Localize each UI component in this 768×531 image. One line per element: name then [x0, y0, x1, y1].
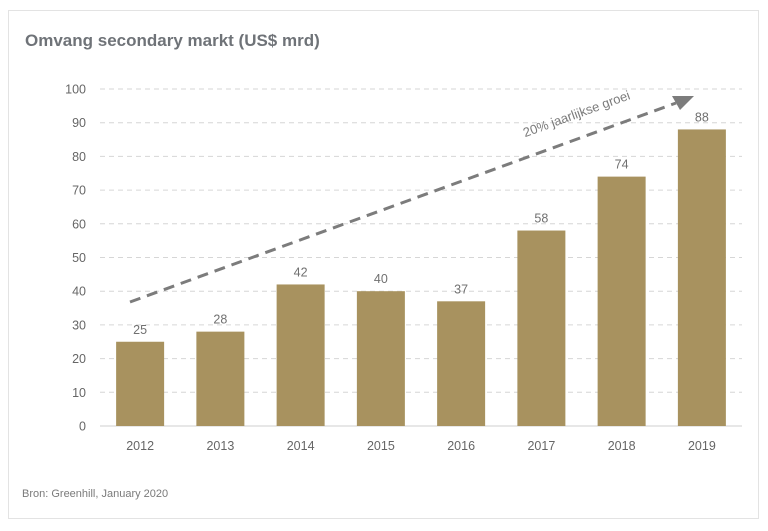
- y-tick-label: 90: [72, 116, 86, 130]
- data-label: 40: [374, 272, 388, 286]
- data-label: 25: [133, 323, 147, 337]
- y-tick-label: 50: [72, 251, 86, 265]
- y-tick-label: 40: [72, 285, 86, 299]
- bar-2013: [196, 331, 245, 426]
- x-tick-label: 2016: [447, 439, 475, 453]
- trend-annotation: 20% jaarlijkse groei: [521, 87, 632, 140]
- data-label: 28: [213, 313, 227, 327]
- y-tick-label: 100: [65, 83, 86, 97]
- bar-2017: [517, 230, 566, 426]
- trend-arrow-line: [129, 101, 677, 304]
- y-tick-label: 80: [72, 150, 86, 164]
- bar-2019: [677, 129, 726, 426]
- y-tick-label: 60: [72, 217, 86, 231]
- x-tick-label: 2018: [608, 439, 636, 453]
- x-tick-label: 2019: [688, 439, 716, 453]
- bar-2016: [437, 301, 486, 426]
- bar-2018: [597, 176, 646, 426]
- y-tick-label: 0: [79, 420, 86, 434]
- data-label: 37: [454, 282, 468, 296]
- bar-2014: [276, 284, 325, 426]
- x-tick-label: 2012: [126, 439, 154, 453]
- chart-title: Omvang secondary markt (US$ mrd): [25, 31, 320, 50]
- y-tick-label: 70: [72, 184, 86, 198]
- data-label: 58: [534, 212, 548, 226]
- bar-2015: [356, 291, 405, 426]
- data-label: 88: [695, 110, 709, 124]
- x-tick-label: 2013: [206, 439, 234, 453]
- y-tick-label: 10: [72, 386, 86, 400]
- y-tick-label: 30: [72, 318, 86, 332]
- x-tick-label: 2017: [527, 439, 555, 453]
- source-note: Bron: Greenhill, January 2020: [22, 488, 169, 500]
- data-label: 74: [615, 158, 629, 172]
- trend-arrowhead-icon: [672, 96, 694, 110]
- x-tick-label: 2015: [367, 439, 395, 453]
- y-tick-label: 20: [72, 352, 86, 366]
- data-label: 42: [294, 265, 308, 279]
- bar-2012: [116, 341, 165, 426]
- x-tick-label: 2014: [287, 439, 315, 453]
- chart-frame: [8, 10, 759, 519]
